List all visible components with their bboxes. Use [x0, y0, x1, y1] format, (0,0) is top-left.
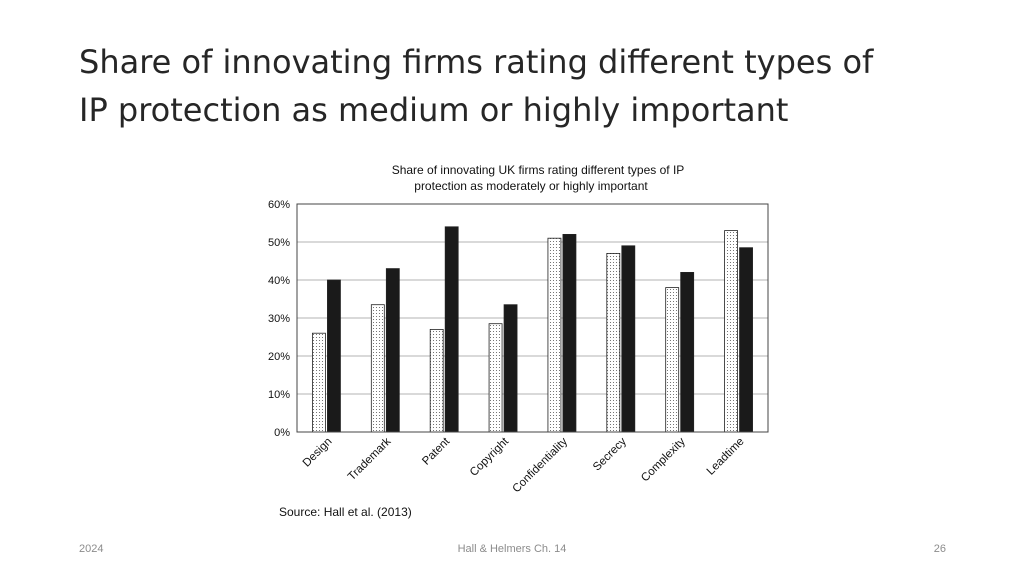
chart-gridlines: [297, 203, 768, 433]
chart-bar-series-2: [444, 226, 459, 433]
chart-x-tick-label: Trademark: [346, 435, 394, 483]
chart-x-tick-label: Design: [301, 436, 335, 470]
slide-title-line-1: Share of innovating firms rating differe…: [79, 43, 874, 81]
chart-x-tick-label: Complexity: [639, 435, 688, 484]
chart-y-tick-labels: 0% 10% 20% 30% 40% 50% 60%: [268, 199, 290, 439]
chart-y-tick-label: 0%: [274, 427, 290, 439]
chart-bar-series-1: [370, 304, 385, 433]
chart-y-tick-label: 40%: [268, 275, 290, 287]
chart-y-tick-label: 50%: [268, 237, 290, 249]
chart-bar-series-1: [488, 323, 503, 433]
chart-bar-series-1: [429, 328, 444, 433]
chart-bar-series-1: [606, 252, 621, 433]
chart-bar-series-1: [724, 230, 738, 433]
chart-plot-frame: [296, 203, 769, 433]
slide-title-line-2: IP protection as medium or highly import…: [79, 91, 789, 129]
chart-bar-series-1: [665, 287, 680, 433]
chart-x-tick-label: Secrecy: [591, 435, 629, 473]
chart-bar-series-2: [503, 304, 518, 433]
chart-title-line-2: protection as moderately or highly impor…: [414, 179, 648, 193]
footer-page-number: 26: [933, 543, 946, 555]
chart-bar-series-2: [680, 271, 695, 433]
chart-y-tick-label: 60%: [268, 199, 290, 211]
footer-reference: Hall & Helmers Ch. 14: [457, 543, 567, 555]
chart-bar-series-1: [312, 332, 326, 433]
chart-bar-series-2: [385, 268, 400, 433]
footer-date: 2024: [79, 543, 104, 555]
chart-x-tick-label: Patent: [420, 435, 453, 468]
chart-title-line-1: Share of innovating UK firms rating diff…: [392, 163, 685, 177]
chart-x-tick-label: Confidentiality: [510, 435, 570, 495]
chart-x-tick-label: Leadtime: [705, 436, 747, 478]
chart-x-tick-label: Copyright: [468, 435, 512, 479]
chart-y-tick-label: 30%: [268, 313, 290, 325]
chart-source-note: Source: Hall et al. (2013): [279, 505, 412, 519]
chart-y-tick-label: 20%: [268, 351, 290, 363]
chart-bar-series-2: [327, 279, 341, 433]
chart-bar-series-2: [739, 247, 753, 433]
chart-bar-series-2: [621, 245, 636, 433]
chart-x-tick-labels: Design Trademark Patent Copyright Confidenti…: [301, 435, 747, 495]
chart-bar-series-2: [562, 233, 577, 433]
chart-bars: [312, 226, 753, 433]
slide-title: Share of innovating firms rating differe…: [79, 38, 979, 134]
chart-bar-series-1: [547, 237, 562, 433]
chart-y-tick-label: 10%: [268, 389, 290, 401]
